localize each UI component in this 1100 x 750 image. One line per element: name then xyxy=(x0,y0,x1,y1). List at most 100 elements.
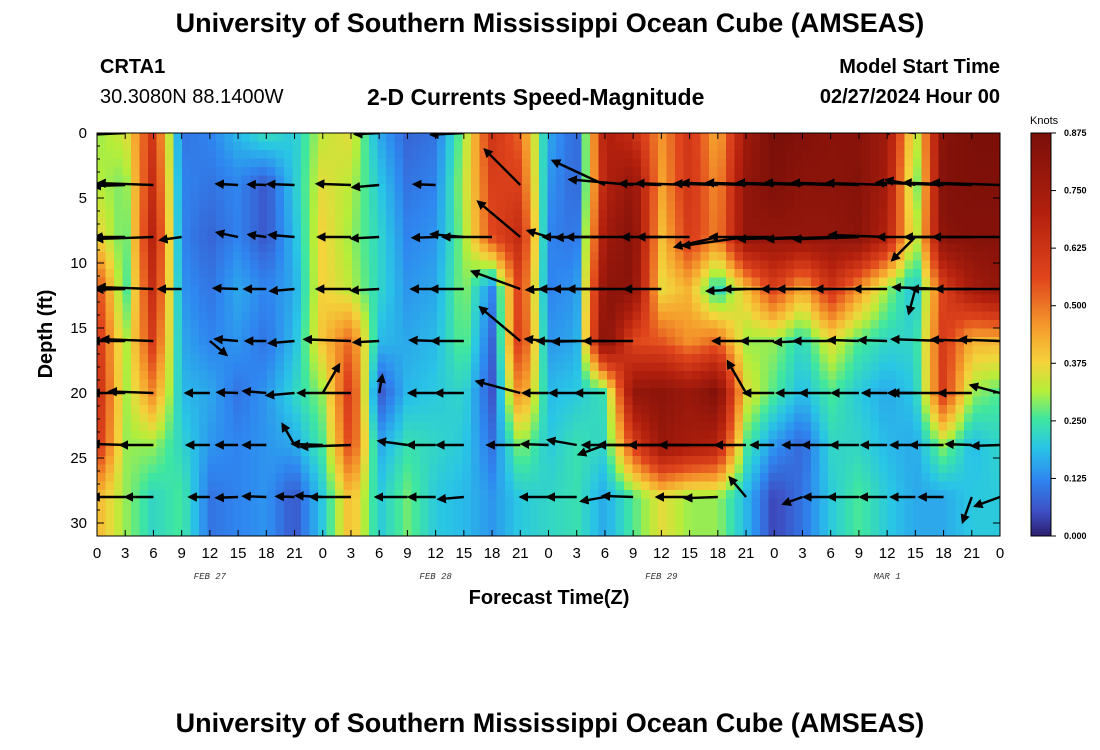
heat-cell xyxy=(879,439,889,449)
heat-cell xyxy=(156,473,166,483)
heat-cell xyxy=(207,235,217,245)
heat-cell xyxy=(445,379,455,389)
heat-cell xyxy=(709,524,719,534)
heat-cell xyxy=(241,371,251,381)
heat-cell xyxy=(743,141,753,151)
heat-cell xyxy=(658,413,668,423)
heat-cell xyxy=(250,371,260,381)
heat-cell xyxy=(454,498,464,508)
heat-cell xyxy=(819,354,829,364)
heat-cell xyxy=(343,456,353,466)
heat-cell xyxy=(794,150,804,160)
heat-cell xyxy=(709,413,719,423)
heat-cell xyxy=(318,362,328,372)
heat-cell xyxy=(964,413,974,423)
heat-cell xyxy=(921,201,931,211)
heat-cell xyxy=(445,269,455,279)
heat-cell xyxy=(615,269,625,279)
heat-cell xyxy=(233,158,243,168)
heat-cell xyxy=(734,243,744,253)
heat-cell xyxy=(675,430,685,440)
heat-cell xyxy=(173,294,183,304)
heat-cell xyxy=(615,430,625,440)
heat-cell xyxy=(590,311,600,321)
heat-cell xyxy=(377,362,387,372)
heat-cell xyxy=(581,430,591,440)
heat-cell xyxy=(165,260,175,270)
heat-cell xyxy=(471,209,481,219)
heat-cell xyxy=(556,303,566,313)
heat-cell xyxy=(862,413,872,423)
heat-cell xyxy=(972,456,982,466)
heat-cell xyxy=(921,320,931,330)
heat-cell xyxy=(326,362,336,372)
heat-cell xyxy=(692,354,702,364)
heat-cell xyxy=(658,430,668,440)
heat-cell xyxy=(182,379,192,389)
heat-cell xyxy=(428,311,438,321)
heat-cell xyxy=(794,515,804,525)
heat-cell xyxy=(250,456,260,466)
heat-cell xyxy=(216,396,226,406)
heat-cell xyxy=(122,303,132,313)
heat-cell xyxy=(573,158,583,168)
heat-cell xyxy=(683,354,693,364)
heat-cell xyxy=(530,507,540,517)
heat-cell xyxy=(437,252,447,262)
heat-cell xyxy=(454,405,464,415)
heat-cell xyxy=(615,226,625,236)
heat-cell xyxy=(683,430,693,440)
heat-cell xyxy=(233,456,243,466)
heat-cell xyxy=(216,456,226,466)
heat-cell xyxy=(930,507,940,517)
heat-cell xyxy=(785,150,795,160)
heat-cell xyxy=(938,328,948,338)
heat-cell xyxy=(105,532,115,536)
heat-cell xyxy=(488,192,498,202)
heat-cell xyxy=(743,371,753,381)
heat-cell xyxy=(139,209,149,219)
heat-cell xyxy=(675,515,685,525)
heat-cell xyxy=(615,311,625,321)
heat-cell xyxy=(709,345,719,355)
heat-cell xyxy=(445,141,455,151)
heat-cell xyxy=(530,167,540,177)
heat-cell xyxy=(972,388,982,398)
heat-cell xyxy=(403,243,413,253)
heat-cell xyxy=(870,167,880,177)
heat-cell xyxy=(301,532,311,536)
heat-cell xyxy=(165,184,175,194)
heat-cell xyxy=(828,192,838,202)
heat-cell xyxy=(505,269,515,279)
heat-cell xyxy=(148,328,158,338)
heat-cell xyxy=(479,320,489,330)
heat-cell xyxy=(530,133,540,143)
heat-cell xyxy=(802,532,812,536)
heat-cell xyxy=(556,328,566,338)
heat-cell xyxy=(403,158,413,168)
heat-cell xyxy=(904,473,914,483)
heat-cell xyxy=(445,167,455,177)
heat-cell xyxy=(454,252,464,262)
heat-cell xyxy=(573,396,583,406)
heat-cell xyxy=(947,524,957,534)
heat-cell xyxy=(573,422,583,432)
heat-cell xyxy=(114,150,124,160)
heat-cell xyxy=(556,498,566,508)
heat-cell xyxy=(836,473,846,483)
heat-cell xyxy=(199,133,209,143)
heat-cell xyxy=(97,515,107,525)
heat-cell xyxy=(182,413,192,423)
heat-cell xyxy=(437,150,447,160)
heat-cell xyxy=(139,150,149,160)
heat-cell xyxy=(411,286,421,296)
heat-cell xyxy=(471,439,481,449)
heat-cell xyxy=(437,209,447,219)
heat-cell xyxy=(199,201,209,211)
heat-cell xyxy=(496,286,506,296)
heat-cell xyxy=(284,371,294,381)
heat-cell xyxy=(819,430,829,440)
heat-cell xyxy=(207,498,217,508)
heat-cell xyxy=(828,243,838,253)
heat-cell xyxy=(352,218,362,228)
